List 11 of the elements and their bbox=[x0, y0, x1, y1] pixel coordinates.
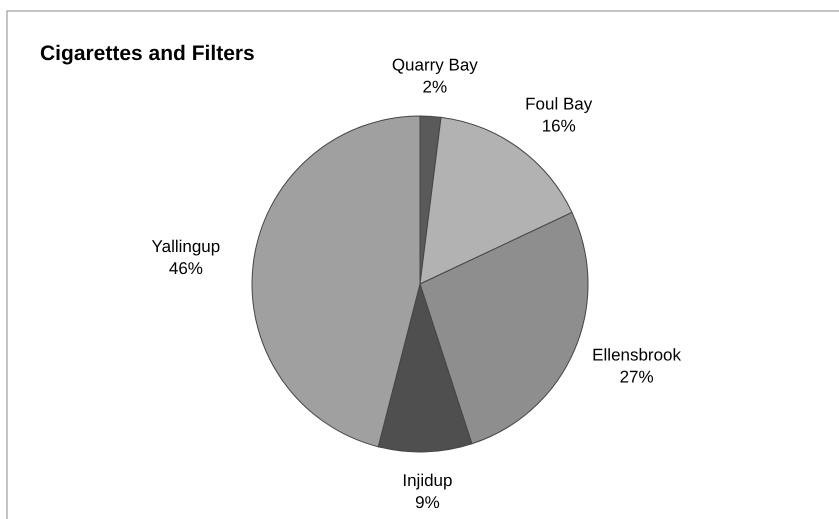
slice-label: Ellensbrook bbox=[592, 346, 682, 365]
data-label: 27% bbox=[620, 368, 654, 387]
data-label: 2% bbox=[422, 77, 448, 96]
slice-label: Injidup bbox=[402, 470, 452, 490]
slice-label: Foul Bay bbox=[525, 94, 593, 114]
slice-label: Quarry Bay bbox=[392, 55, 478, 74]
data-label: 46% bbox=[168, 258, 203, 278]
data-label: 9% bbox=[415, 492, 440, 512]
slice-label: Yallingup bbox=[152, 236, 220, 256]
chart-title: Cigarettes and Filters bbox=[40, 42, 255, 65]
data-label: 16% bbox=[542, 116, 576, 136]
